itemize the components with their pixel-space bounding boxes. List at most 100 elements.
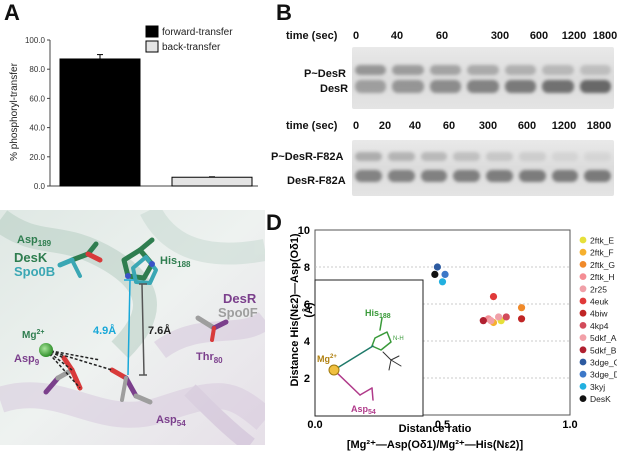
label-mg: Mg2+ bbox=[22, 329, 44, 341]
mg-ion bbox=[39, 343, 53, 357]
x-axis-label-line1: Distance ratio bbox=[399, 423, 472, 435]
time-tick: 1800 bbox=[592, 30, 617, 42]
legend-label-2ftk_E: 2ftk_E bbox=[590, 236, 614, 246]
label-desk: DesK bbox=[14, 250, 48, 265]
y-tick-label: 80.0 bbox=[29, 65, 45, 74]
legend-marker-2ftk_G bbox=[579, 261, 587, 268]
gel-band bbox=[551, 152, 579, 161]
label-his188: His188 bbox=[160, 255, 191, 269]
legend-label-1: back-transfer bbox=[162, 42, 221, 53]
gel-band bbox=[355, 152, 382, 161]
x-tick-label: 0.0 bbox=[307, 419, 322, 431]
y-tick-label: 0.0 bbox=[34, 182, 46, 191]
legend-label-5dkf_B: 5dkf_B bbox=[590, 345, 617, 355]
legend-label-3kyj: 3kyj bbox=[590, 382, 605, 392]
legend-marker-2ftk_F bbox=[579, 248, 587, 256]
x-tick-label: 1.0 bbox=[562, 419, 577, 431]
label-dist-7-6: 7.6Å bbox=[148, 324, 171, 337]
legend-label-0: forward-transfer bbox=[162, 27, 233, 38]
gel-blot-top bbox=[352, 47, 614, 109]
point-3dge_D bbox=[441, 270, 449, 278]
gel-band bbox=[584, 152, 611, 161]
point-4euk bbox=[489, 293, 498, 301]
gel-band bbox=[355, 170, 382, 182]
thr80-stick bbox=[195, 315, 229, 342]
gel-band bbox=[453, 152, 480, 161]
time-tick: 300 bbox=[490, 30, 510, 42]
label-thr80: Thr80 bbox=[196, 351, 223, 365]
label-dist-4-9: 4.9Å bbox=[93, 324, 116, 337]
x-tick-label: 0.5 bbox=[435, 419, 450, 431]
bar-forward-transfer bbox=[59, 58, 141, 187]
legend-marker-2ftk_E bbox=[579, 236, 587, 244]
legend-label-3dge_C: 3dge_C bbox=[590, 358, 617, 368]
gel-band bbox=[420, 152, 448, 161]
data-points bbox=[431, 263, 526, 327]
y-tick-label: 4 bbox=[304, 336, 311, 348]
gel-band bbox=[392, 80, 424, 93]
y-tick-label: 8 bbox=[304, 262, 310, 274]
legend-label-4euk: 4euk bbox=[590, 297, 609, 307]
asp9-stick bbox=[43, 355, 83, 395]
band-label-desr-f82a: DesR-F82A bbox=[287, 175, 346, 187]
time-label-bottom: time (sec) bbox=[286, 120, 338, 132]
y-tick-label: 40.0 bbox=[29, 124, 45, 133]
bar-chart-a: % phosphoryl-transfer 0.0 20.0 40.0 60.0 80.… bbox=[9, 25, 258, 191]
label-desr: DesR bbox=[223, 291, 257, 306]
legend-label-5dkf_A: 5dkf_A bbox=[590, 333, 617, 343]
gel-band bbox=[579, 80, 611, 93]
point-2ftk_G bbox=[517, 304, 526, 312]
legend-label-2r25: 2r25 bbox=[590, 284, 607, 294]
legend-marker-4biw bbox=[579, 309, 587, 317]
gel-band bbox=[584, 170, 611, 182]
gel-band bbox=[467, 80, 499, 93]
legend-label-3dge_D: 3dge_D bbox=[590, 370, 617, 380]
legend-label-4biw: 4biw bbox=[590, 309, 608, 319]
panel-letter-a: A bbox=[4, 0, 20, 25]
gel-band bbox=[355, 65, 387, 75]
point-4biw bbox=[517, 315, 526, 323]
gel-band bbox=[453, 170, 480, 182]
gel-band bbox=[486, 170, 513, 182]
time-tick: 1800 bbox=[586, 120, 612, 132]
legend-label-2ftk_H: 2ftk_H bbox=[590, 272, 615, 282]
y-axis-label: Distance His(Nε2)—Asp(Oδ1) (Å) bbox=[289, 233, 315, 386]
axes: 2 4 6 8 10 0.0 0.5 1.0 bbox=[298, 225, 578, 431]
label-asp9: Asp9 bbox=[14, 353, 40, 367]
his188-stick bbox=[121, 237, 158, 285]
time-tick: 0 bbox=[352, 120, 360, 132]
point-4kp4 bbox=[502, 313, 510, 321]
time-tick: 40 bbox=[408, 120, 422, 132]
scatter-chart-d: Distance His(Nε2)—Asp(Oδ1) (Å) 2 4 6 8 10 0.0… bbox=[289, 225, 617, 451]
gel-panel-b: time (sec) 0 40 60 300 600 1200 1800 P~DesR De… bbox=[268, 0, 617, 210]
distance-line-7-6 bbox=[141, 283, 145, 376]
time-tick: 60 bbox=[435, 30, 449, 42]
structure-panel-c: Asp189 DesK Spo0B His188 Mg2+ 4.9Å 7.6Å … bbox=[0, 210, 265, 445]
point-5dkf_A bbox=[487, 317, 495, 325]
svg-text:Distance His(Nε2)—Asp(Oδ1): Distance His(Nε2)—Asp(Oδ1) bbox=[289, 233, 301, 386]
asp54-stick bbox=[109, 367, 153, 405]
gel-band bbox=[518, 170, 546, 182]
gel-band bbox=[542, 65, 574, 75]
legend: 2ftk_E 2ftk_F 2ftk_G 2ftk_H 2r25 4euk 4biw 4kp4… bbox=[579, 236, 617, 404]
x-axis-label-line2: [Mg²⁺—Asp(Oδ1)/Mg²⁺—His(Nε2)] bbox=[347, 439, 524, 451]
legend-label-2ftk_G: 2ftk_G bbox=[590, 260, 615, 270]
legend-label-DesK: DesK bbox=[590, 394, 611, 404]
ribbon-shapes bbox=[0, 210, 265, 445]
band-label-desr: DesR bbox=[320, 83, 349, 95]
y-tick-label: 20.0 bbox=[29, 153, 45, 162]
legend-marker-2ftk_H bbox=[579, 273, 587, 280]
legend-marker-2r25 bbox=[579, 285, 587, 293]
gel-band bbox=[420, 170, 448, 182]
gel-band bbox=[579, 65, 611, 75]
legend-marker-5dkf_B bbox=[579, 346, 587, 354]
point-3kyj bbox=[438, 278, 447, 286]
gel-band bbox=[504, 65, 537, 75]
gel-band bbox=[429, 80, 462, 93]
svg-text:Asp54: Asp54 bbox=[351, 404, 376, 416]
time-tick: 1200 bbox=[561, 30, 587, 42]
legend-swatch-0 bbox=[145, 25, 159, 38]
band-label-pdesr-f82a: P~DesR-F82A bbox=[271, 151, 344, 163]
legend-marker-DesK bbox=[579, 395, 587, 402]
panel-letter-b: B bbox=[276, 0, 292, 25]
